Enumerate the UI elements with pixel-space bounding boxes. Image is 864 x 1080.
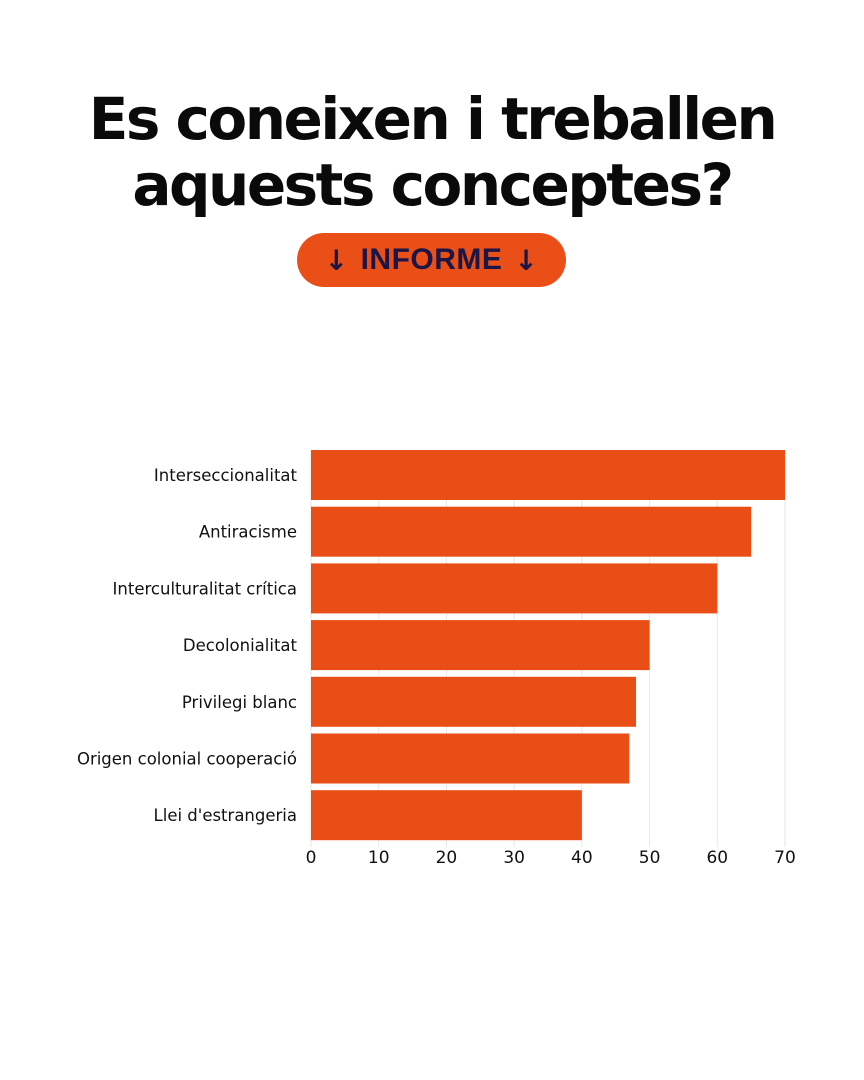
- x-tick-label: 40: [571, 848, 593, 868]
- chart-category-labels: Interseccionalitat Antiracisme Intercultur…: [77, 466, 298, 825]
- x-tick-label: 20: [436, 848, 458, 868]
- category-label: Origen colonial cooperació: [77, 750, 297, 769]
- bar: [311, 733, 630, 784]
- chart-bars: [311, 450, 785, 841]
- x-tick-label: 30: [503, 848, 525, 868]
- title-line-1: Es coneixen i treballen: [88, 85, 778, 153]
- x-tick-label: 10: [368, 848, 390, 868]
- page-title: Es coneixen i treballen aquests concepte…: [0, 86, 864, 218]
- category-label: Interseccionalitat: [154, 466, 298, 485]
- bar: [311, 790, 582, 841]
- x-tick-label: 50: [639, 848, 661, 868]
- bar: [311, 450, 785, 500]
- category-label: Decolonialitat: [183, 636, 298, 655]
- category-label: Interculturalitat crítica: [113, 579, 297, 598]
- x-tick-label: 70: [774, 848, 796, 868]
- x-tick-label: 60: [706, 848, 728, 868]
- chart-x-axis-ticks: 0 10 20 30 40 50 60 70: [306, 848, 796, 868]
- bar: [311, 563, 718, 614]
- bar: [311, 620, 650, 671]
- title-line-2: aquests conceptes?: [132, 151, 734, 219]
- report-button-label: INFORME: [360, 243, 503, 276]
- category-label: Antiracisme: [199, 523, 297, 542]
- arrow-down-icon: ↓: [514, 243, 539, 277]
- arrow-down-icon: ↓: [324, 243, 349, 277]
- bar: [311, 506, 752, 557]
- category-label: Llei d'estrangeria: [154, 806, 297, 825]
- report-button[interactable]: ↓ INFORME ↓: [297, 233, 566, 287]
- bar: [311, 676, 637, 727]
- x-tick-label: 0: [306, 848, 317, 868]
- category-label: Privilegi blanc: [182, 693, 297, 712]
